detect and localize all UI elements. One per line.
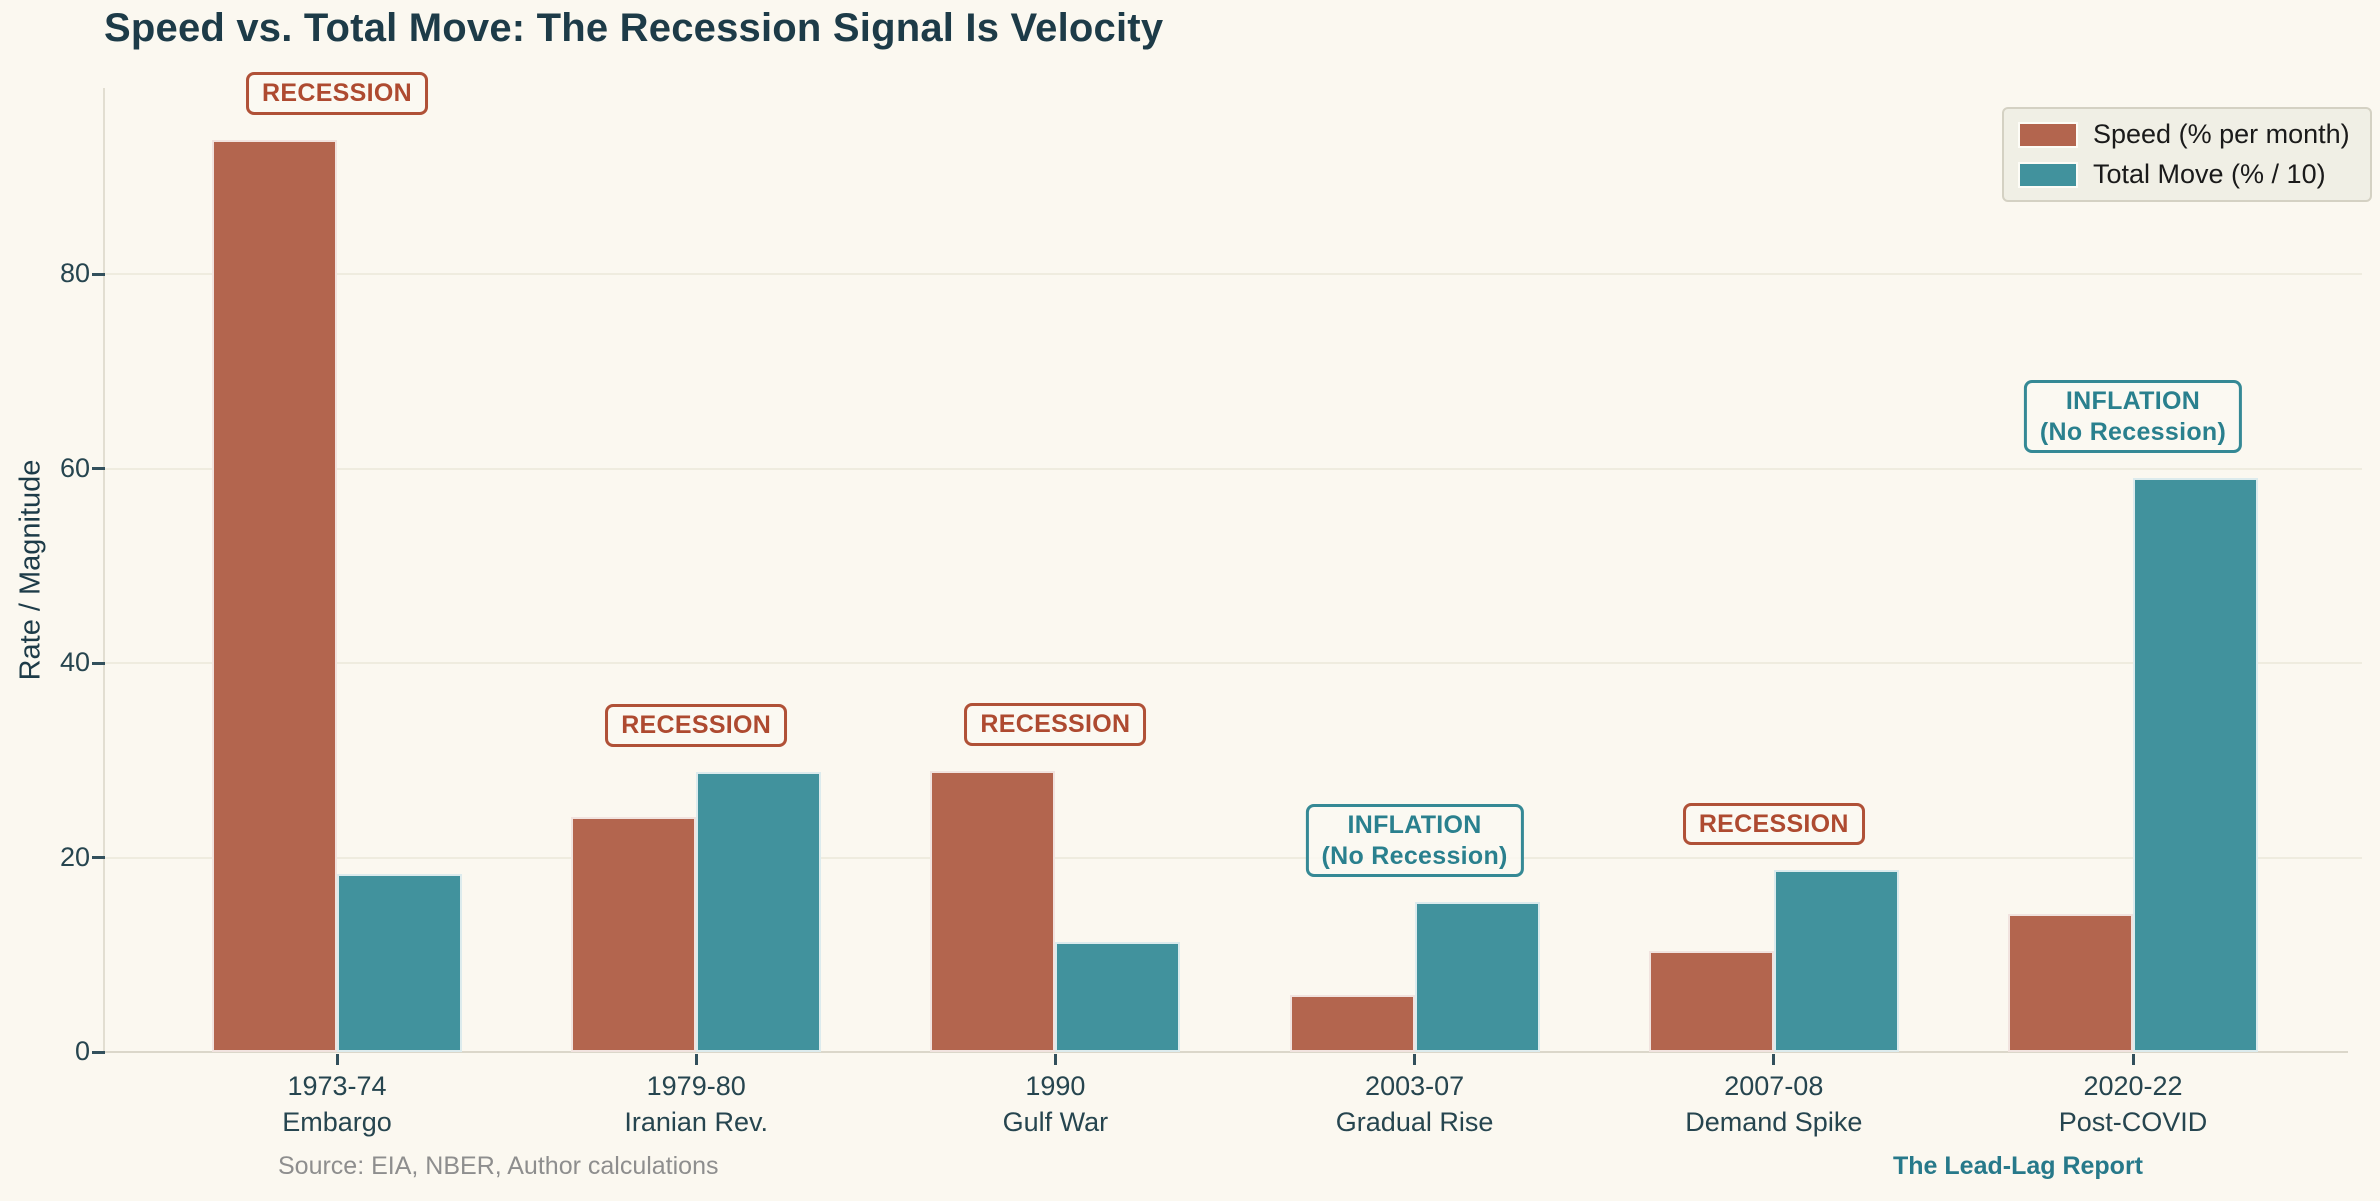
x-tick-mark [1772,1054,1776,1065]
source-note: Source: EIA, NBER, Author calculations [278,1152,719,1180]
bar-total-2007-08 [1773,870,1899,1052]
bar-total-2020-22 [2133,478,2258,1052]
x-category-label: 1979-80 Iranian Rev. [624,1071,768,1137]
y-tick-label-80: 80 [59,258,90,288]
y-tick-label-60: 60 [59,452,90,483]
y-tick-mark [92,1050,105,1054]
bar-total-2003-07 [1414,902,1540,1052]
brand-name: The Lead-Lag Report [1893,1152,2144,1180]
x-category-label: 1973-74 Embargo [282,1071,392,1137]
chart-title: Speed vs. Total Move: The Recession Sign… [104,6,1164,50]
bar-speed-2007-08 [1648,950,1774,1052]
x-category-label: 1990 Gulf War [1002,1071,1109,1137]
y-tick-mark [92,467,105,470]
gridline-60 [105,467,2362,470]
x-tick-mark [335,1054,339,1065]
y-tick-mark [92,272,105,276]
legend-item-0: Speed (% per month) [2018,119,2350,150]
bar-speed-1979-80 [571,816,697,1052]
bar-speed-2003-07 [1289,994,1415,1052]
bar-speed-2020-22 [2008,913,2133,1052]
y-tick-mark [92,661,105,665]
recession-badge: RECESSION [605,704,788,747]
x-tick-mark [2131,1054,2135,1065]
x-category-label: 2003-07 Gradual Rise [1335,1071,1494,1137]
inflation-badge: INFLATION (No Recession) [1305,804,1524,878]
x-tick-mark [1413,1054,1417,1065]
x-category-label: 2020-22 Post-COVID [2058,1071,2208,1137]
legend: Speed (% per month) Total Move (% / 10) [2002,107,2372,202]
x-category-label: 2007-08 Demand Spike [1685,1071,1863,1137]
y-axis-line [103,88,105,1053]
y-tick-label-0: 0 [74,1036,90,1066]
y-tick-label-20: 20 [59,841,90,872]
legend-label: Speed (% per month) [2093,119,2350,149]
gridline-80 [105,273,2362,275]
bar-speed-1973-74 [212,139,337,1052]
bar-speed-1990 [930,770,1056,1052]
x-tick-mark [1053,1054,1057,1065]
gridline-20 [105,856,2362,859]
plot-area: 1973-74 Embargo 1979-80 Iranian Rev. 1990 … [103,72,2362,1137]
legend-item-1: Total Move (% / 10) [2018,159,2350,190]
bar-total-1973-74 [337,874,462,1052]
gridline-40 [105,662,2362,664]
legend-swatch [2018,161,2078,188]
bar-total-1990 [1055,942,1181,1052]
y-tick-mark [92,856,105,859]
inflation-badge: INFLATION (No Recession) [2023,380,2243,454]
legend-swatch [2018,121,2078,148]
x-axis-line [103,1050,2348,1053]
x-tick-mark [694,1054,698,1065]
bar-total-1979-80 [696,771,822,1052]
recession-badge: RECESSION [1682,802,1865,846]
legend-label: Total Move (% / 10) [2093,159,2326,189]
recession-badge: RECESSION [964,703,1147,746]
recession-badge: RECESSION [246,72,428,115]
y-tick-label-40: 40 [59,647,90,677]
